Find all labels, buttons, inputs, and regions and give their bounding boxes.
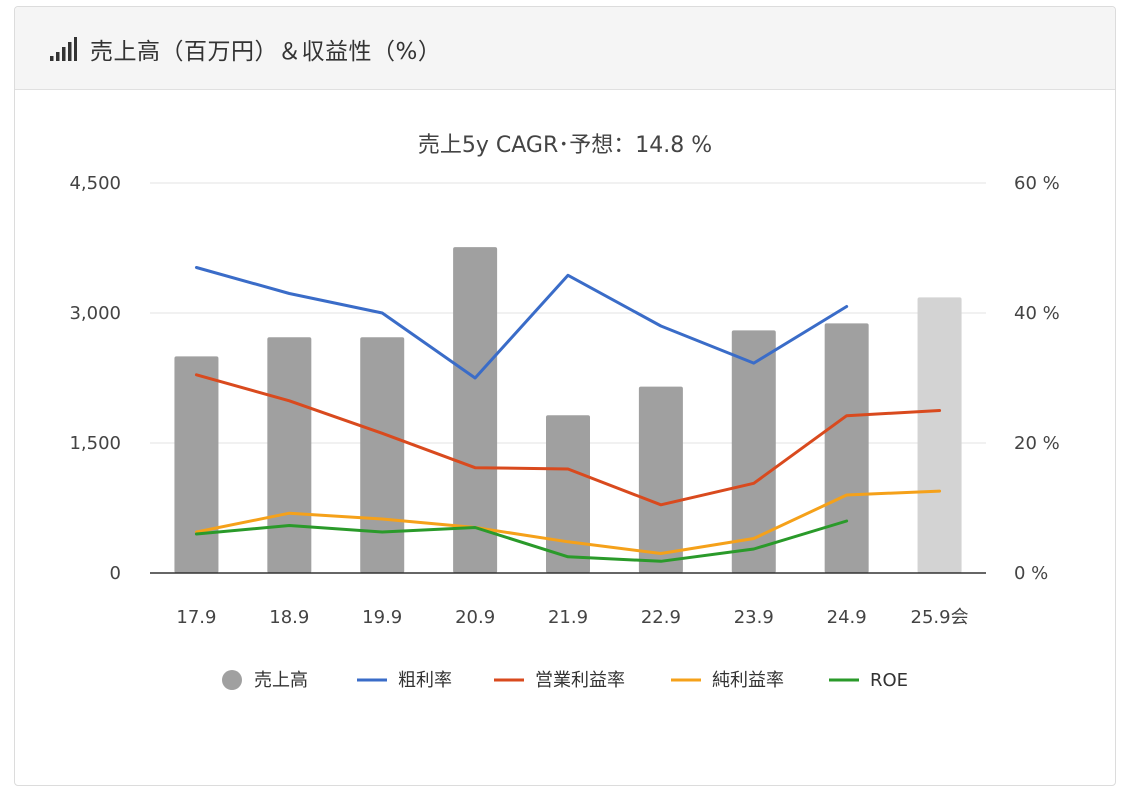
bar (638, 386, 683, 573)
chart: 売上5y CAGR･予想：14.8 % 0 1,500 3,000 4,500 0 % 20… (69, 133, 1060, 691)
category-label: 18.9 (269, 607, 309, 628)
bar (917, 297, 962, 573)
right-tick-label: 20 % (1014, 433, 1060, 454)
bar (731, 330, 776, 573)
category-label: 23.9 (734, 607, 774, 628)
category-label: 22.9 (641, 607, 681, 628)
chart-title: 売上5y CAGR･予想：14.8 % (418, 133, 712, 158)
left-tick-label: 3,000 (69, 303, 121, 324)
bar (267, 337, 312, 573)
legend-label: ROE (870, 670, 908, 691)
right-tick-label: 0 % (1014, 563, 1048, 584)
series-line (194, 489, 942, 555)
series-line (194, 519, 849, 563)
right-tick-label: 60 % (1014, 173, 1060, 194)
category-label: 25.9会 (911, 607, 969, 628)
legend-swatch (222, 670, 242, 690)
legend-label: 粗利率 (398, 670, 452, 691)
legend-label: 営業利益率 (535, 670, 625, 691)
series-line (194, 266, 849, 380)
series-line (194, 373, 942, 507)
left-tick-label: 0 (110, 563, 121, 584)
left-tick-label: 4,500 (69, 173, 121, 194)
category-label: 24.9 (827, 607, 867, 628)
bar (174, 356, 219, 573)
card-title: 売上高（百万円）＆収益性（%） (90, 39, 442, 65)
category-label: 21.9 (548, 607, 588, 628)
card-header: 売上高（百万円）＆収益性（%） (15, 7, 1115, 90)
left-tick-label: 1,500 (69, 433, 121, 454)
legend-label: 売上高 (254, 670, 308, 691)
legend-label: 純利益率 (712, 670, 784, 691)
signal-bars-icon (50, 37, 77, 61)
bar (453, 247, 498, 573)
bar (360, 337, 405, 573)
right-tick-label: 40 % (1014, 303, 1060, 324)
category-label: 19.9 (362, 607, 402, 628)
bar (546, 415, 590, 573)
category-label: 17.9 (176, 607, 216, 628)
bar (824, 323, 869, 573)
category-label: 20.9 (455, 607, 495, 628)
